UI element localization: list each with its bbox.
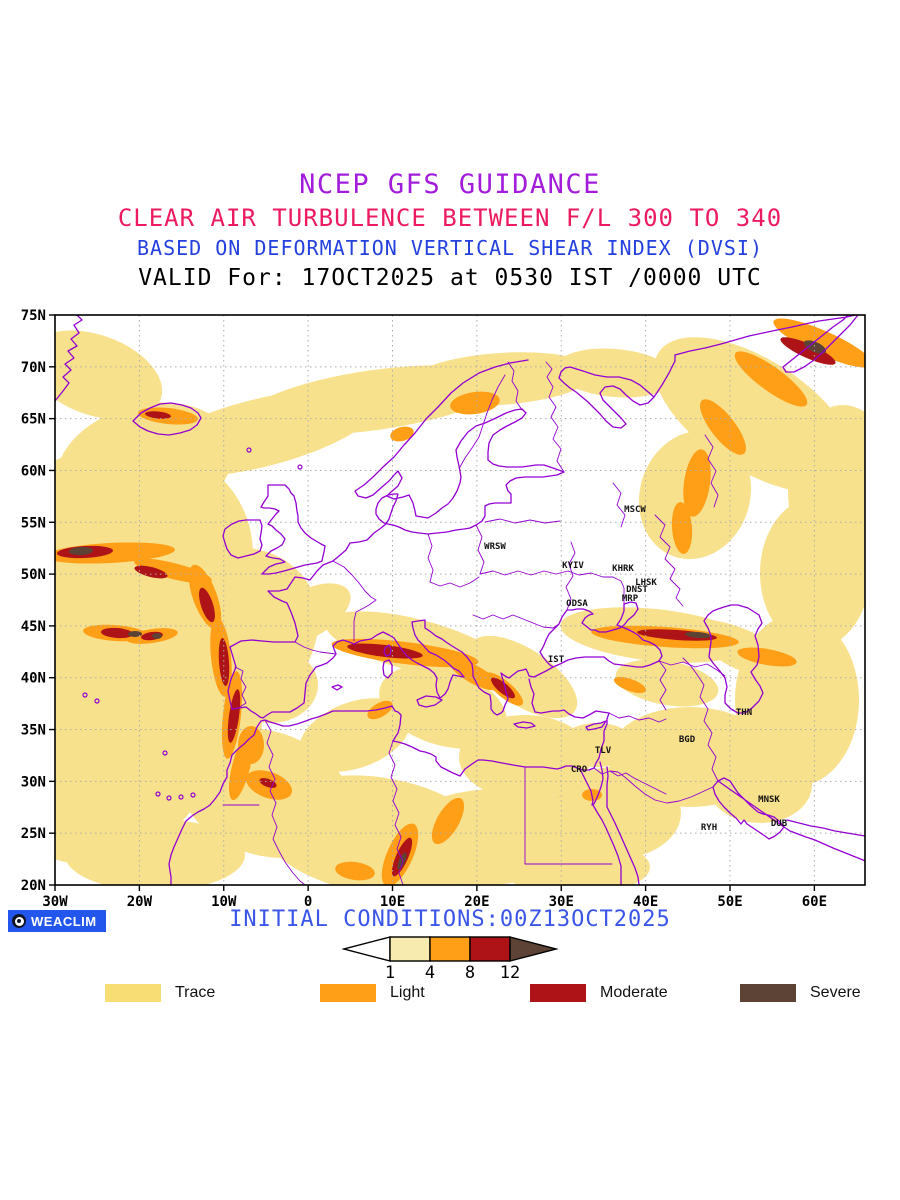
lon-label: 60E — [802, 894, 827, 910]
lon-label: 40E — [633, 894, 658, 910]
city-label: LHSK — [635, 578, 657, 588]
city-label: MSCW — [624, 505, 646, 515]
lat-label: 55N — [21, 515, 46, 531]
lon-label: 30W — [42, 894, 68, 910]
colorbar-tick-label: 8 — [464, 963, 476, 983]
city-label: MNSK — [758, 795, 780, 805]
colorbar-arrow — [341, 936, 559, 962]
colorbar-tick-label: 12 — [499, 963, 521, 983]
colorbar: 1 4 8 12 — [341, 936, 559, 986]
legend-item: Light — [320, 984, 425, 1002]
lat-label: 70N — [21, 360, 46, 376]
city-label: DNST — [626, 585, 648, 595]
weaclim-logo-icon — [12, 914, 26, 928]
lat-label: 25N — [21, 826, 46, 842]
lon-label: 0 — [304, 894, 312, 910]
city-label: KHRK — [612, 564, 634, 574]
colorbar-wrap: 1 4 8 12 — [0, 936, 900, 986]
lat-label: 40N — [21, 671, 46, 687]
lon-label: 50E — [717, 894, 742, 910]
lon-label: 10E — [380, 894, 405, 910]
initial-conditions-text: INITIAL CONDITIONS:00Z13OCT2025 — [229, 907, 671, 932]
lat-label: 50N — [21, 567, 46, 583]
legend-label: Severe — [810, 984, 861, 1001]
city-label: DUB — [771, 819, 788, 829]
legend-swatch — [320, 984, 376, 1002]
city-label: TLV — [595, 746, 612, 756]
city-label: WRSW — [484, 542, 506, 552]
lon-label: 10W — [211, 894, 237, 910]
legend-item: Severe — [740, 984, 861, 1002]
map-frame — [54, 314, 866, 886]
lat-label: 45N — [21, 619, 46, 635]
city-label: THN — [736, 708, 752, 718]
weaclim-badge: WEACLIM — [8, 910, 106, 932]
title-model: NCEP GFS GUIDANCE — [299, 169, 601, 200]
legend-swatch — [740, 984, 796, 1002]
legend-label: Light — [390, 984, 425, 1001]
colorbar-tick-label: 1 — [384, 963, 396, 983]
weaclim-badge-label: WEACLIM — [31, 913, 97, 929]
legend-swatch — [530, 984, 586, 1002]
title-valid-time: VALID For: 17OCT2025 at 0530 IST /0000 U… — [138, 265, 762, 291]
city-label: KYIV — [562, 561, 584, 571]
coastlines — [55, 315, 865, 885]
lon-label: 20E — [464, 894, 489, 910]
city-label: CRO — [571, 765, 588, 775]
lon-label: 20W — [127, 894, 153, 910]
legend-label: Moderate — [600, 984, 668, 1001]
city-label: MRP — [622, 594, 639, 604]
legend-item: Trace — [105, 984, 215, 1002]
lat-label: 75N — [21, 308, 46, 324]
legend-label: Trace — [175, 984, 216, 1001]
lat-label: 35N — [21, 723, 46, 739]
title-product: CLEAR AIR TURBULENCE BETWEEN F/L 300 TO … — [117, 204, 783, 232]
lon-label: 30E — [549, 894, 574, 910]
legend-swatch — [105, 984, 161, 1002]
lat-label: 60N — [21, 463, 46, 479]
lat-label: 20N — [21, 878, 46, 894]
city-label: ODSA — [566, 599, 588, 609]
colorbar-tick-label: 4 — [424, 963, 436, 983]
lat-label: 65N — [21, 412, 46, 428]
title-block: NCEP GFS GUIDANCE CLEAR AIR TURBULENCE B… — [0, 168, 900, 294]
lat-label: 30N — [21, 774, 46, 790]
legend: Trace Light Moderate Severe — [0, 984, 900, 1008]
city-label: RYH — [701, 823, 717, 833]
title-method: BASED ON DEFORMATION VERTICAL SHEAR INDE… — [137, 236, 763, 260]
city-label: BGD — [679, 735, 696, 745]
legend-item: Moderate — [530, 984, 668, 1002]
city-label: IST — [548, 655, 565, 665]
